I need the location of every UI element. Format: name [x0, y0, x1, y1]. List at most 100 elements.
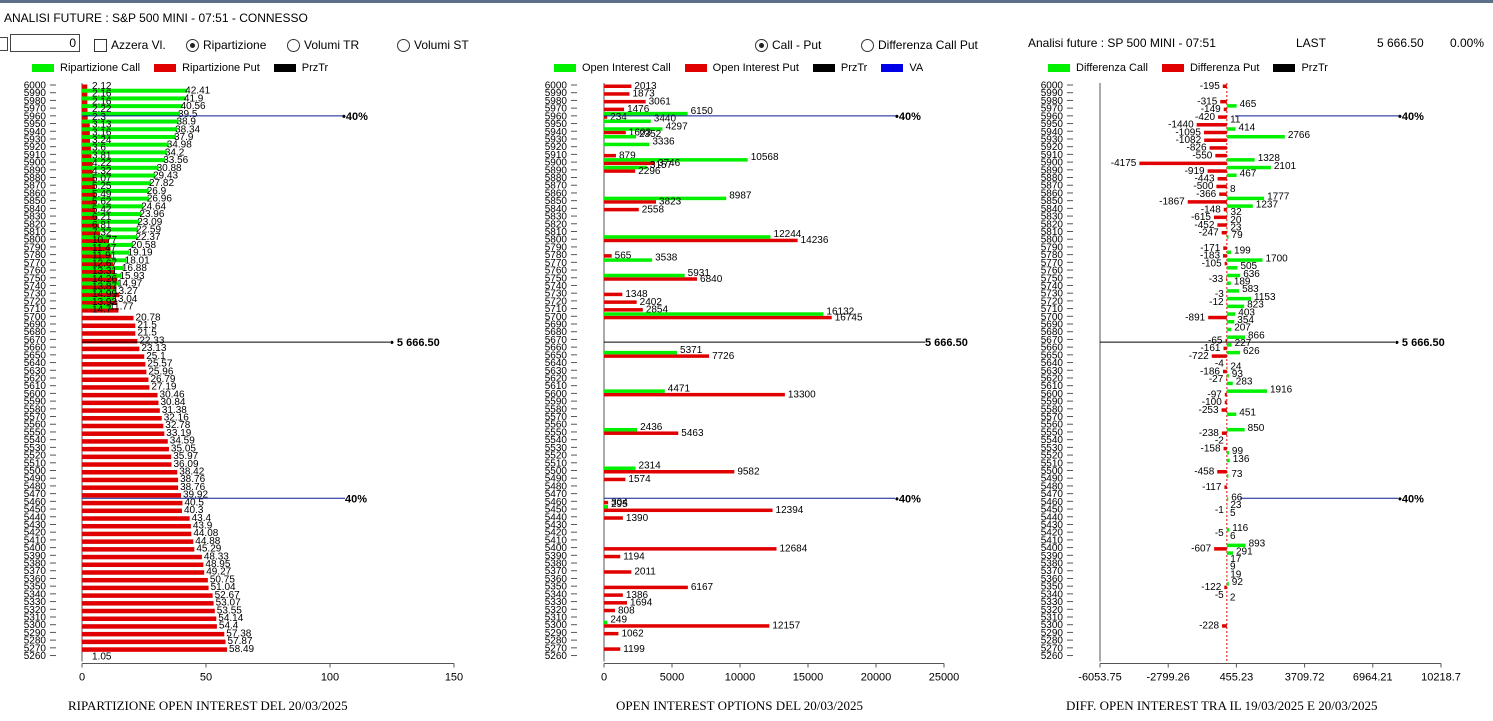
call-diff-bar — [1226, 258, 1263, 262]
y-tick-label: 5880 — [24, 173, 47, 184]
put-bar — [82, 246, 111, 251]
y-tick-label: 5280 — [1041, 636, 1064, 647]
call-value-label: 11.77 — [109, 302, 134, 313]
y-tick-label: 5690 — [1041, 320, 1064, 331]
radio-icon[interactable] — [287, 38, 300, 52]
call-diff-label: 1153 — [1254, 292, 1276, 303]
call-bar — [82, 296, 115, 301]
y-tick-label: 5960 — [545, 111, 568, 122]
y-tick-label: 5990 — [24, 88, 47, 99]
y-tick-label: 5880 — [1041, 173, 1064, 184]
volumi-st-radio[interactable]: Volumi ST — [397, 38, 469, 52]
call-diff-label: 5 — [1230, 508, 1236, 519]
y-tick-label: 5310 — [545, 612, 568, 623]
call-diff-bar — [1226, 289, 1240, 293]
put-value-label: 5.25 — [92, 181, 112, 192]
put-bar — [82, 346, 140, 352]
radio-icon[interactable] — [861, 38, 874, 52]
call-bar — [82, 273, 122, 278]
y-tick-label: 5280 — [24, 636, 47, 647]
call-oi-label: 3538 — [655, 252, 678, 263]
y-tick-label: 5500 — [545, 466, 568, 477]
radio-selected-icon[interactable] — [755, 38, 768, 52]
put-value-label: 4.32 — [92, 166, 112, 177]
put-bar — [82, 385, 150, 390]
y-tick-label: 5830 — [545, 212, 568, 223]
put-bar — [82, 470, 178, 475]
put-value-label: 43.4 — [192, 513, 212, 524]
call-bar — [82, 266, 124, 271]
put-oi-bar — [604, 254, 612, 258]
call-diff-label: 467 — [1240, 169, 1257, 180]
y-tick-label: 5430 — [545, 520, 568, 531]
y-tick-label: 5570 — [545, 412, 568, 423]
call-diff-bar — [1226, 551, 1233, 555]
y-tick-label: 5700 — [545, 312, 568, 323]
put-diff-bar — [1224, 485, 1227, 489]
y-tick-label: 5560 — [24, 420, 47, 431]
call-oi-label: 2314 — [638, 461, 661, 472]
volumi-tr-radio[interactable]: Volumi TR — [287, 38, 359, 52]
call-put-radio[interactable]: Call - Put — [755, 38, 821, 52]
put-bar — [82, 177, 95, 182]
put-bar — [82, 454, 172, 460]
volumi-st-label: Volumi ST — [414, 38, 469, 52]
put-value-label: 32.16 — [164, 413, 189, 424]
put-oi-label: 7726 — [712, 351, 735, 362]
put-value-label: 49.27 — [206, 567, 231, 578]
call-oi-bar — [604, 505, 609, 509]
call-bar — [82, 235, 138, 240]
put-oi-bar — [604, 292, 623, 297]
y-tick-label: 5700 — [1041, 312, 1064, 323]
diff-call-put-radio[interactable]: Differenza Call Put — [861, 38, 978, 52]
put-bar — [82, 300, 117, 305]
call-oi-bar — [604, 466, 636, 470]
call-diff-label: 893 — [1249, 539, 1266, 550]
y-tick-label: 5690 — [545, 320, 568, 331]
left-edge-box[interactable] — [0, 37, 8, 51]
put-value-label: 38.76 — [180, 474, 205, 485]
call-oi-label: 5371 — [680, 345, 703, 356]
put-oi-label: 565 — [615, 251, 632, 262]
call-diff-label: 636 — [1243, 269, 1260, 280]
put-bar — [82, 269, 116, 275]
numeric-input[interactable]: 0 — [10, 34, 80, 52]
put-diff-label: -452 — [1194, 220, 1214, 231]
legend-item: PrzTr — [273, 62, 328, 74]
put-value-label: 5.07 — [92, 174, 112, 185]
call-diff-label: 99 — [1232, 446, 1244, 457]
put-oi-bar — [604, 99, 646, 104]
checkbox-box[interactable] — [94, 38, 107, 52]
y-tick-label: 5960 — [1041, 111, 1064, 122]
y-tick-label: 5540 — [1041, 435, 1064, 446]
put-value-label: 23.13 — [141, 343, 166, 354]
call-diff-bar — [1226, 373, 1229, 378]
put-bar — [82, 115, 88, 120]
y-tick-label: 5870 — [1041, 181, 1064, 192]
put-oi-bar — [604, 107, 625, 112]
y-tick-label: 5530 — [545, 443, 568, 454]
ripartizione-radio[interactable]: Ripartizione — [186, 38, 266, 52]
y-tick-label: 5450 — [24, 505, 47, 516]
put-diff-label: -148 — [1201, 204, 1221, 215]
put-oi-label: 9582 — [737, 467, 760, 478]
radio-icon[interactable] — [397, 38, 410, 52]
y-tick-label: 5750 — [545, 273, 568, 284]
y-tick-label: 5330 — [24, 597, 47, 608]
call-oi-label: 3336 — [652, 137, 675, 148]
put-oi-label: 12157 — [772, 621, 800, 632]
call-diff-label: 19 — [1230, 569, 1242, 580]
radio-selected-icon[interactable] — [186, 38, 199, 52]
put-diff-bar — [1221, 230, 1227, 235]
y-tick-label: 5310 — [24, 612, 47, 623]
put-value-label: 14.99 — [92, 289, 117, 300]
put-bar — [82, 585, 209, 591]
put-diff-bar — [1219, 192, 1227, 196]
put-diff-label: -500 — [1193, 181, 1213, 192]
put-oi-label: 2011 — [634, 567, 656, 578]
azzera-checkbox[interactable]: Azzera Vl. — [94, 38, 166, 52]
x-tick-label: -6053.75 — [1078, 672, 1121, 684]
put-value-label: 44.08 — [193, 528, 218, 539]
call-value-label: 13.04 — [112, 294, 137, 305]
y-tick-label: 5990 — [545, 88, 568, 99]
